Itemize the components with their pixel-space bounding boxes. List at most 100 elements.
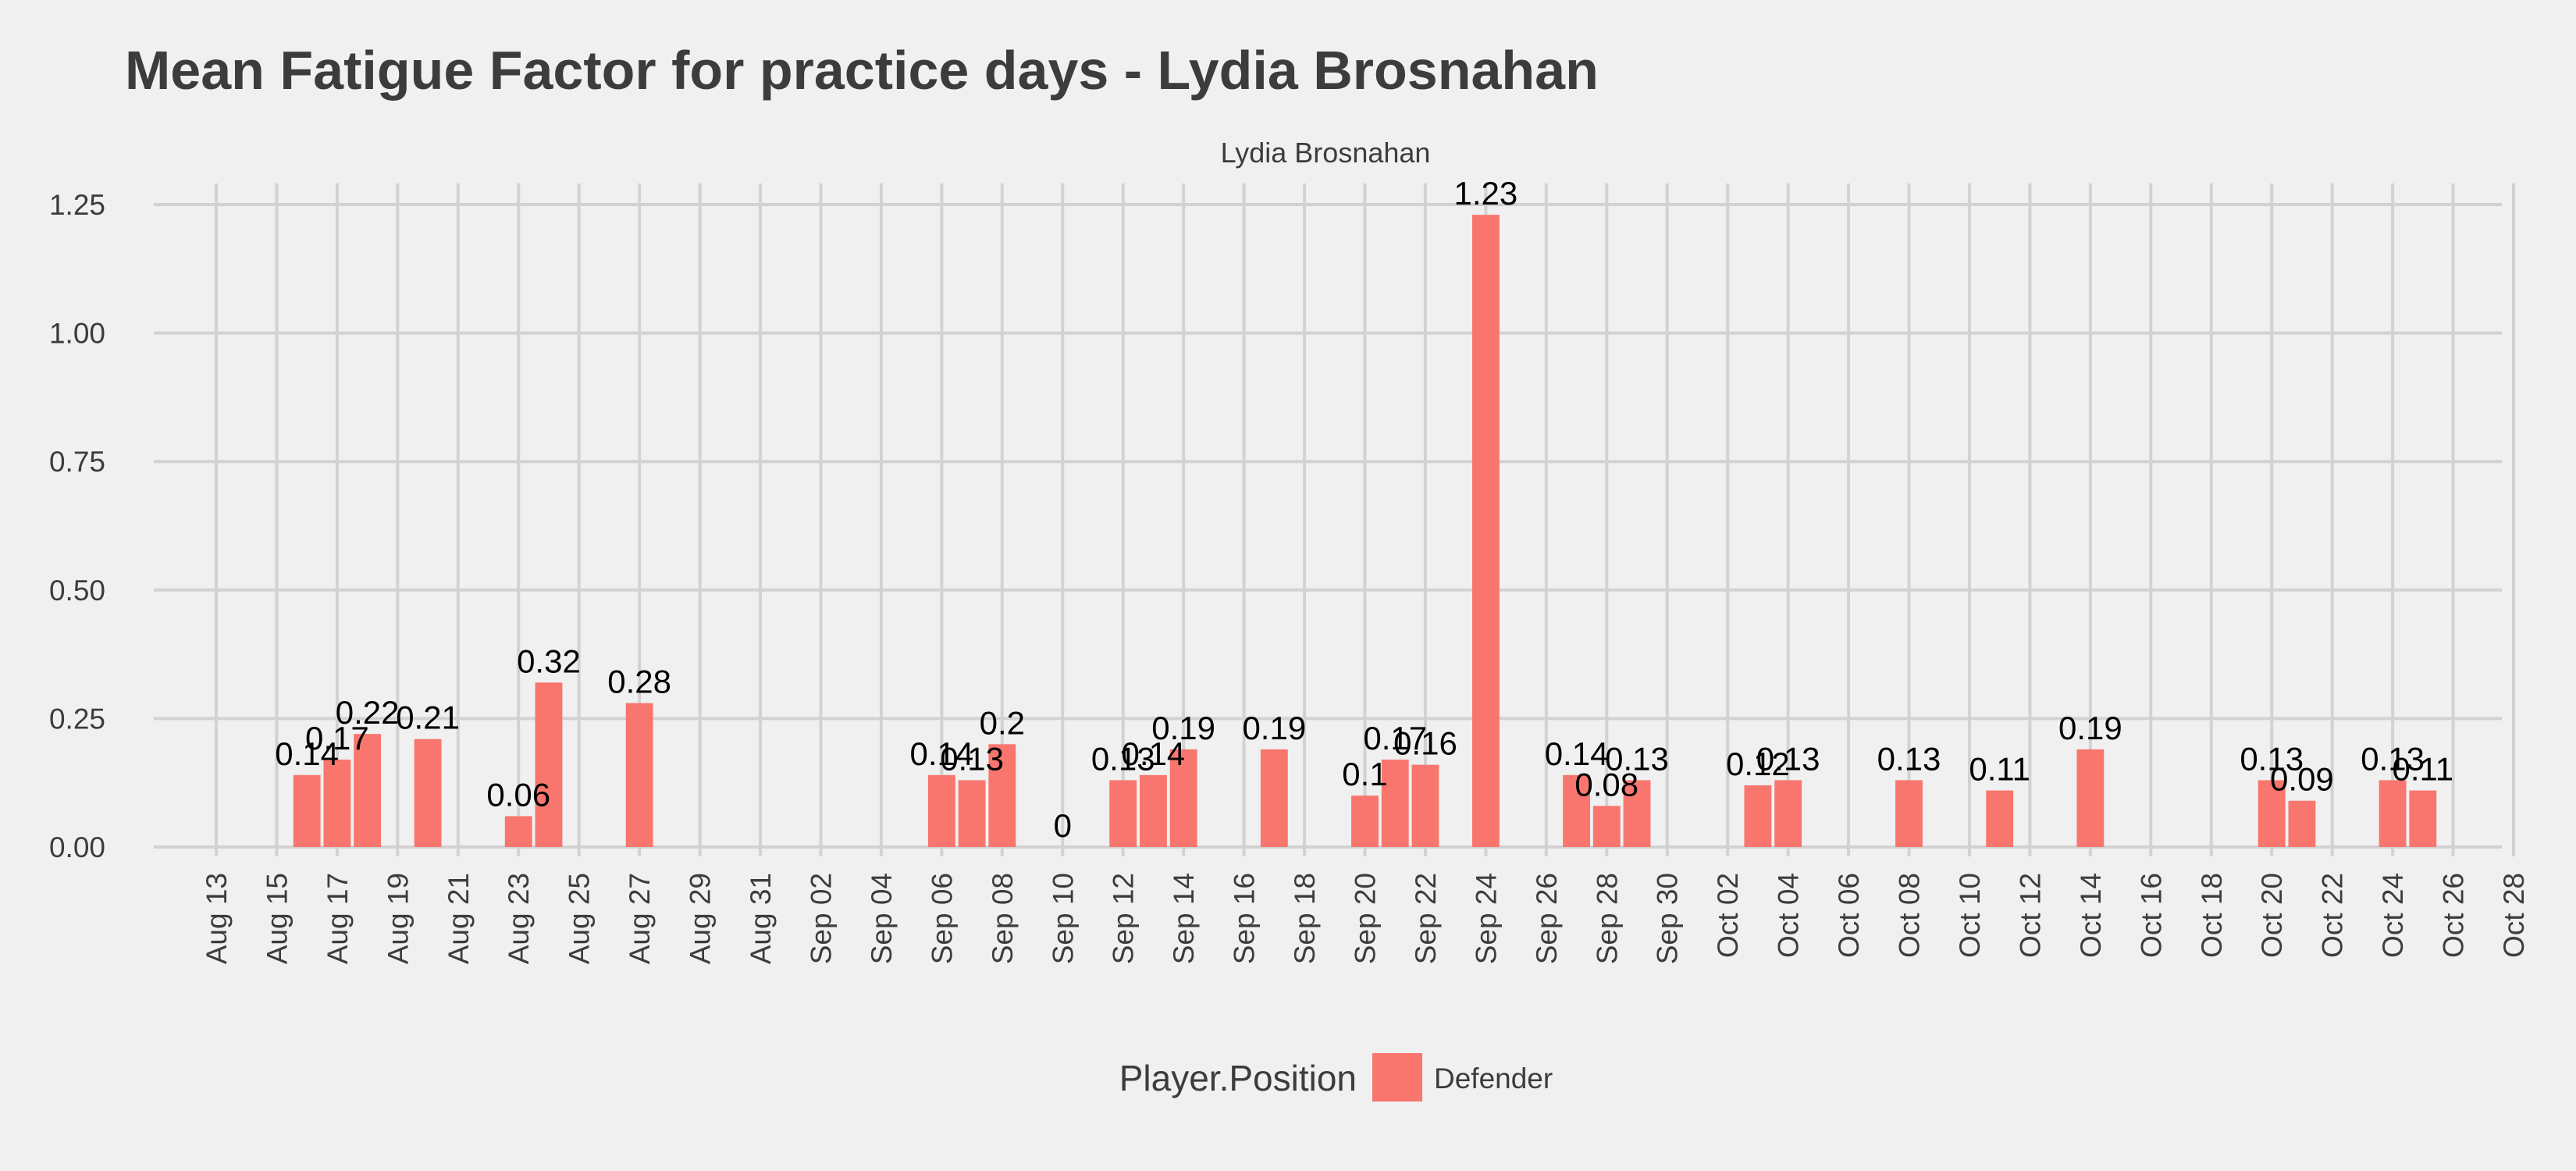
bar bbox=[293, 774, 321, 847]
bar bbox=[1351, 795, 1379, 847]
x-tick-label: Aug 23 bbox=[503, 873, 535, 964]
legend-key-defender bbox=[1372, 1053, 1422, 1102]
y-tick-label: 0.25 bbox=[49, 703, 105, 735]
bar-value-label: 0.17 bbox=[305, 720, 369, 756]
bar-value-label: 0.17 bbox=[1363, 720, 1427, 756]
bar-value-label: 0.19 bbox=[2058, 710, 2122, 746]
x-tick-label: Sep 24 bbox=[1470, 873, 1502, 964]
x-tick-label: Sep 30 bbox=[1652, 873, 1684, 964]
x-tick-label: Aug 29 bbox=[685, 873, 717, 964]
bar-value-label: 0.32 bbox=[517, 642, 581, 679]
bar bbox=[2076, 749, 2105, 847]
x-tick-label: Aug 19 bbox=[382, 873, 414, 964]
bars bbox=[293, 215, 2437, 848]
y-tick-label: 0.50 bbox=[49, 575, 105, 607]
bar bbox=[2288, 800, 2316, 847]
x-tick-label: Oct 22 bbox=[2317, 873, 2349, 958]
bar bbox=[354, 734, 382, 847]
x-tick-label: Sep 14 bbox=[1168, 873, 1200, 964]
bar-value-label: 0.08 bbox=[1574, 766, 1638, 803]
bar-value-label: 0.22 bbox=[336, 694, 400, 731]
bar bbox=[1140, 774, 1167, 847]
bar bbox=[625, 703, 653, 847]
bar bbox=[1774, 780, 1802, 847]
x-tick-label: Oct 02 bbox=[1712, 873, 1744, 958]
bar bbox=[1744, 785, 1772, 847]
bar bbox=[2379, 780, 2407, 847]
y-axis-ticks: 0.00 0.25 0.50 0.75 1.00 1.25 bbox=[49, 189, 105, 863]
bar bbox=[1169, 749, 1197, 847]
x-tick-label: Sep 10 bbox=[1047, 873, 1079, 964]
x-tick-label: Oct 16 bbox=[2135, 873, 2167, 958]
x-tick-label: Sep 26 bbox=[1531, 873, 1563, 964]
bar bbox=[1623, 780, 1651, 847]
bar-value-label: 0.14 bbox=[1122, 735, 1186, 772]
bar-value-label: 0.19 bbox=[1242, 710, 1306, 746]
bar-value-label: 0.11 bbox=[1969, 751, 2030, 788]
bar bbox=[535, 682, 563, 847]
legend-title: Player.Position bbox=[1119, 1058, 1357, 1098]
bar bbox=[1381, 760, 1409, 847]
x-tick-label: Oct 26 bbox=[2438, 873, 2470, 958]
bar-value-label: 0.21 bbox=[396, 699, 460, 736]
bar-value-label: 0.13 bbox=[940, 740, 1004, 777]
x-tick-label: Aug 27 bbox=[624, 873, 656, 964]
y-tick-label: 0.75 bbox=[49, 446, 105, 478]
x-axis-ticks: Aug 13 Aug 15 Aug 17 Aug 19 Aug 21 Aug 23 Aug … bbox=[201, 873, 2530, 964]
x-tick-label: Sep 06 bbox=[926, 873, 958, 964]
x-tick-label: Oct 04 bbox=[1773, 873, 1805, 958]
x-tick-label: Aug 21 bbox=[443, 873, 475, 964]
x-tick-label: Sep 18 bbox=[1289, 873, 1321, 964]
bar-value-label: 0.06 bbox=[486, 776, 550, 813]
bar bbox=[2409, 790, 2437, 847]
bar bbox=[1471, 215, 1500, 848]
bar bbox=[1592, 806, 1621, 847]
x-tick-label: Oct 24 bbox=[2377, 873, 2409, 958]
bar-value-label: 0.13 bbox=[1091, 740, 1155, 777]
bar-value-label: 1.23 bbox=[1454, 175, 1518, 212]
x-tick-label: Oct 14 bbox=[2075, 873, 2107, 958]
x-tick-label: Aug 13 bbox=[201, 873, 233, 964]
x-tick-label: Oct 28 bbox=[2498, 873, 2530, 958]
bar-value-label: 0.13 bbox=[2361, 740, 2425, 777]
x-tick-label: Sep 02 bbox=[805, 873, 837, 964]
bar-value-label: 0.1 bbox=[1342, 756, 1387, 792]
bar bbox=[958, 780, 986, 847]
y-tick-label: 1.00 bbox=[49, 318, 105, 350]
bar bbox=[414, 739, 442, 847]
x-tick-label: Oct 18 bbox=[2196, 873, 2228, 958]
bar-value-label: 0.14 bbox=[1545, 735, 1609, 772]
bar-value-label: 0.13 bbox=[2240, 740, 2304, 777]
bar bbox=[1986, 790, 2014, 847]
x-tick-label: Aug 17 bbox=[322, 873, 354, 964]
bar-value-label: 0.13 bbox=[1605, 740, 1669, 777]
bar-value-label: 0.09 bbox=[2270, 761, 2334, 798]
bar-value-label: 0.13 bbox=[1877, 740, 1941, 777]
bar-value-label: 0.16 bbox=[1393, 725, 1457, 762]
bar-value-label: 0.14 bbox=[275, 735, 339, 772]
x-tick-label: Sep 16 bbox=[1229, 873, 1261, 964]
bar-value-label: 0.2 bbox=[980, 704, 1025, 741]
legend-label-defender: Defender bbox=[1434, 1062, 1553, 1094]
x-tick-label: Oct 08 bbox=[1894, 873, 1926, 958]
x-tick-label: Sep 28 bbox=[1591, 873, 1623, 964]
bar bbox=[1563, 774, 1590, 847]
legend: Player.Position Defender bbox=[1119, 1053, 1553, 1102]
bar bbox=[988, 744, 1016, 847]
x-tick-label: Sep 22 bbox=[1410, 873, 1442, 964]
x-tick-label: Oct 06 bbox=[1833, 873, 1865, 958]
bar bbox=[2258, 780, 2286, 847]
x-tick-label: Aug 15 bbox=[261, 873, 293, 964]
x-tick-label: Sep 04 bbox=[866, 873, 898, 964]
bar-value-label: 0.13 bbox=[1756, 740, 1820, 777]
x-tick-label: Aug 31 bbox=[745, 873, 777, 964]
y-tick-label: 1.25 bbox=[49, 189, 105, 221]
x-tick-label: Sep 12 bbox=[1108, 873, 1140, 964]
bar-labels: 0.140.170.220.210.060.320.280.140.130.20… bbox=[275, 175, 2453, 844]
bar-value-label: 0.12 bbox=[1726, 746, 1790, 782]
bar-value-label: 0 bbox=[1054, 807, 1072, 844]
x-tick-label: Sep 20 bbox=[1350, 873, 1382, 964]
grid-lines bbox=[154, 183, 2515, 856]
